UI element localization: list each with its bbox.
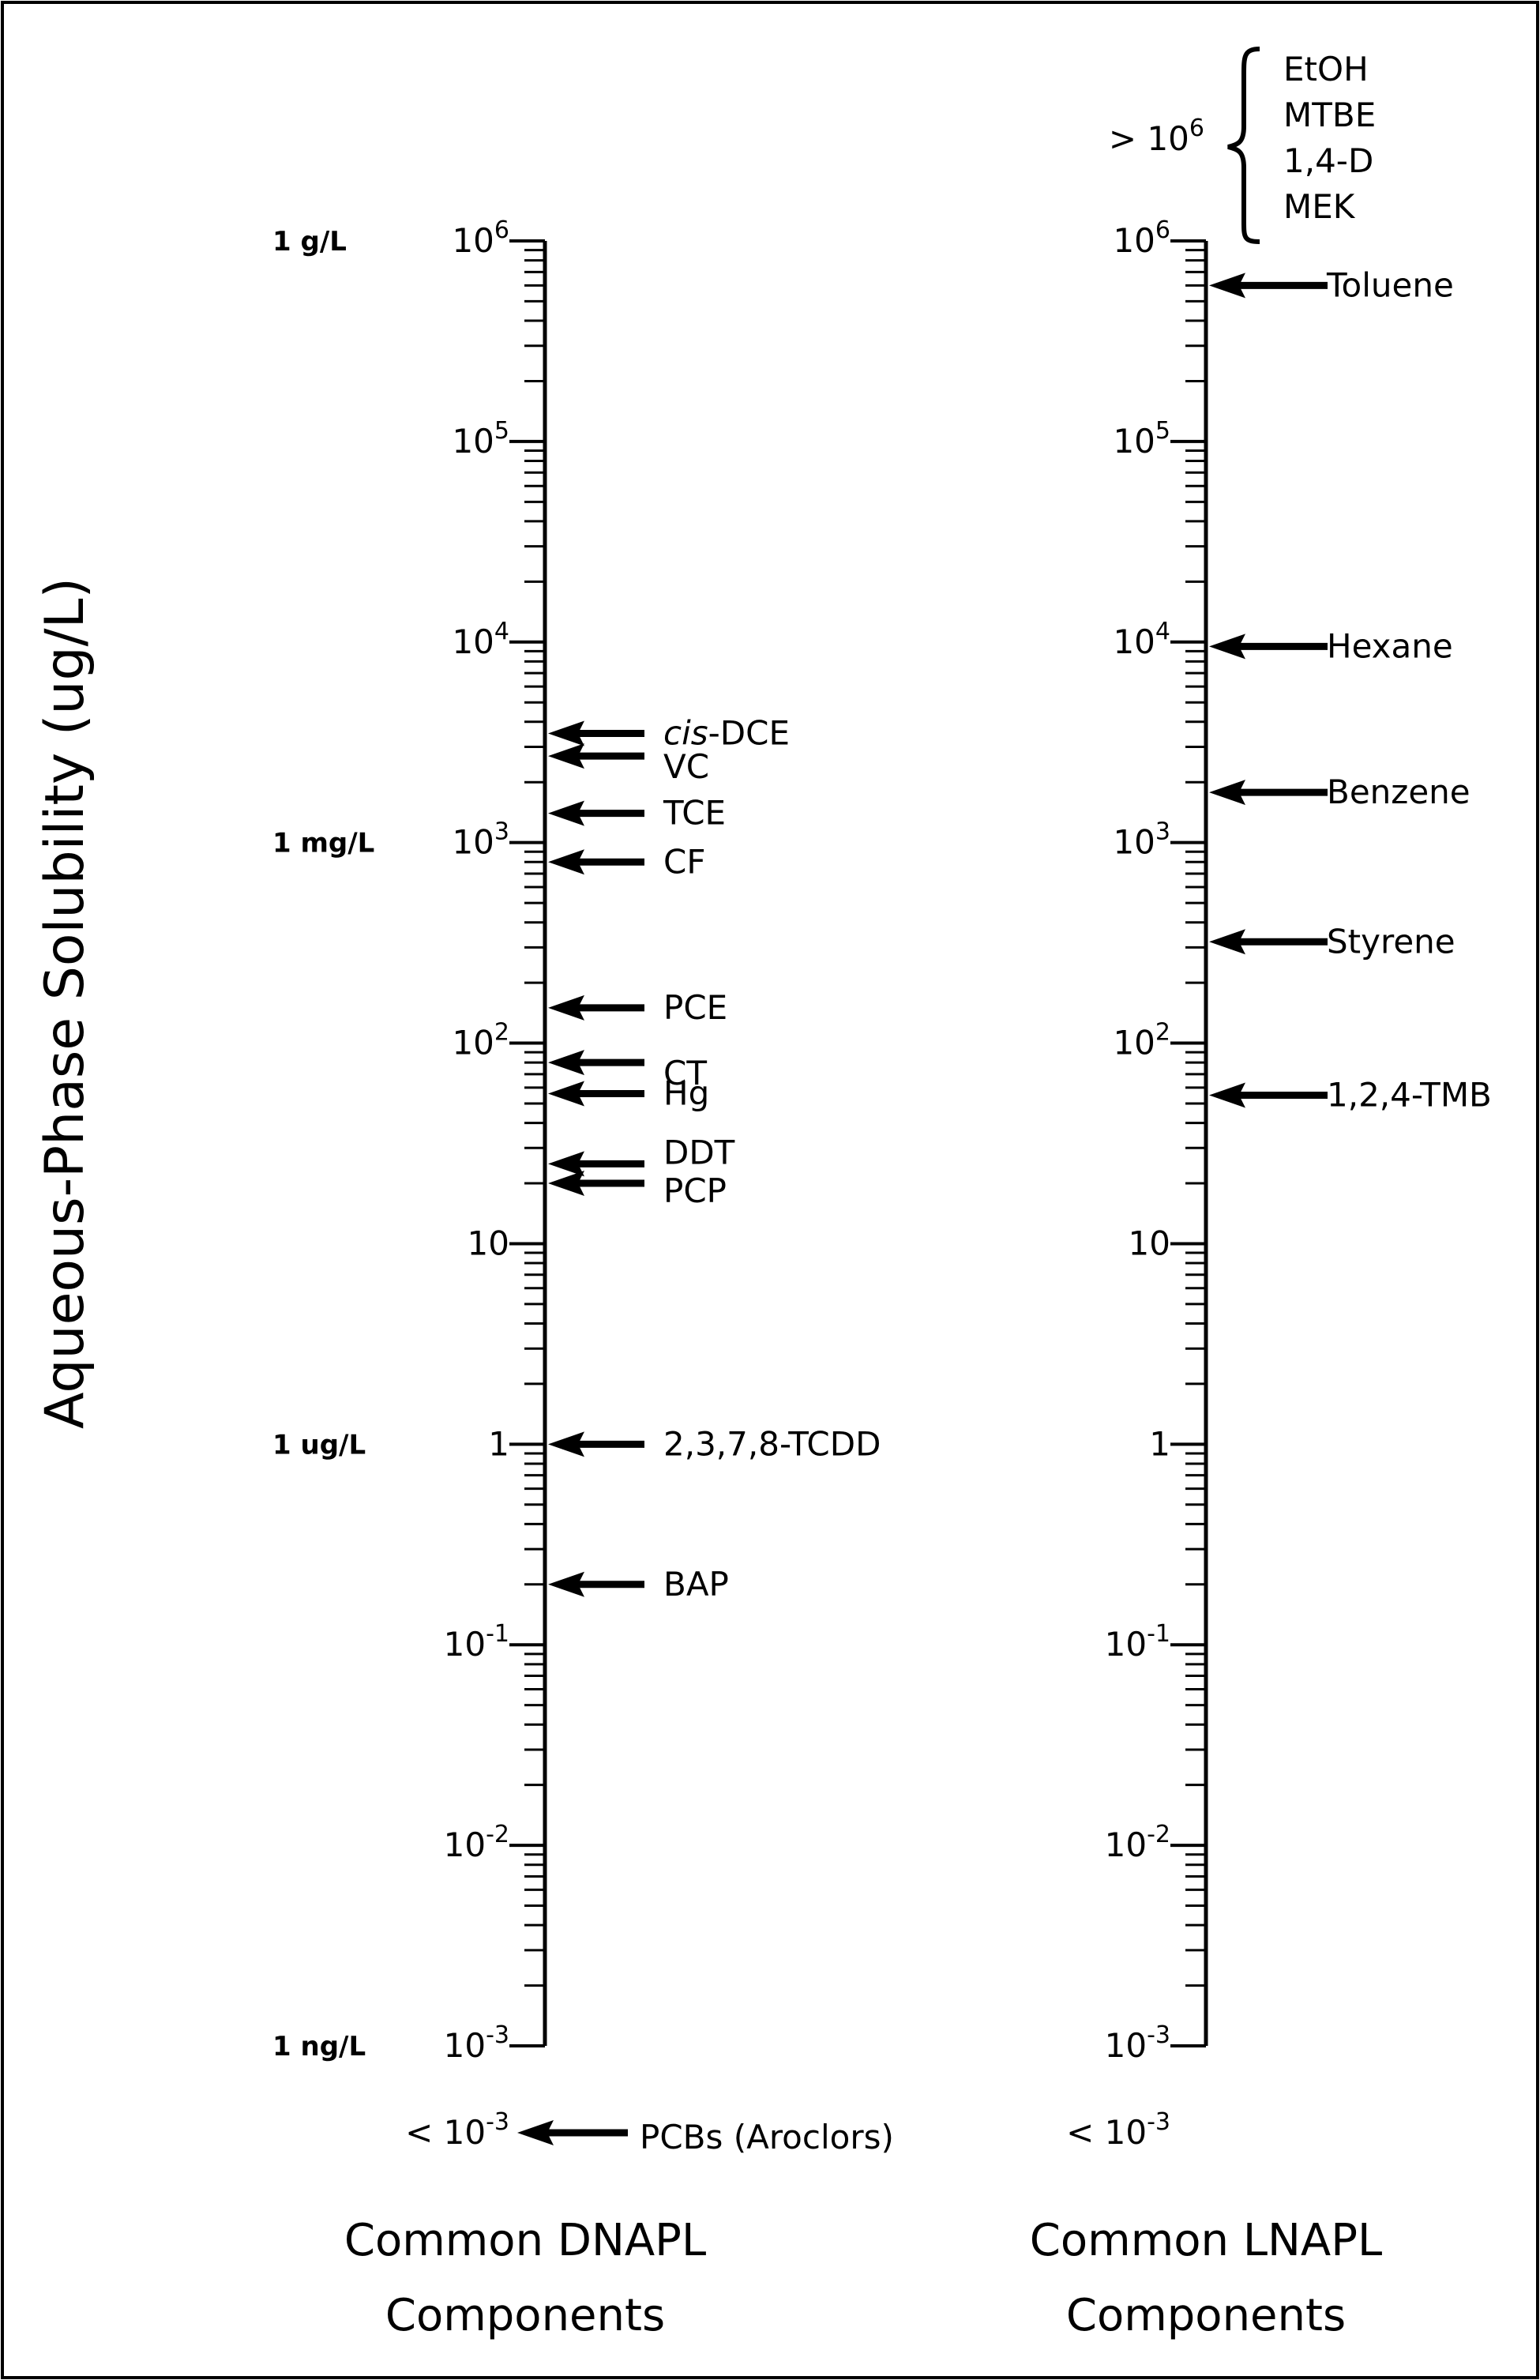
panel-lnapl: 10610510410310210110-110-210-3TolueneHex… <box>1030 47 1492 2341</box>
panel-dnapl: 10610510410310210110-110-210-3cis-DCEVCT… <box>344 216 894 2341</box>
tick-label: 10 <box>1129 1224 1170 1262</box>
tick-label: 1 <box>488 1424 509 1463</box>
brace <box>1227 47 1260 244</box>
tick-label: 10-2 <box>444 1821 509 1864</box>
data-arrow <box>548 1151 644 1177</box>
tick-label: 102 <box>1113 1019 1170 1062</box>
data-arrow <box>1209 273 1328 299</box>
unit-label: 1 ng/L <box>272 2031 366 2062</box>
tick-label: 105 <box>1113 417 1170 461</box>
above-range-label: > 106 <box>1109 115 1204 158</box>
tick-label: 106 <box>1113 216 1170 260</box>
data-label: Hg <box>663 1073 709 1112</box>
data-label: Hexane <box>1327 626 1453 665</box>
data-arrow <box>548 1081 644 1107</box>
tick-label: 10-3 <box>444 2021 509 2065</box>
data-label: BAP <box>663 1565 729 1604</box>
data-label: DDT <box>663 1133 735 1171</box>
data-label: Benzene <box>1327 773 1471 811</box>
data-arrow <box>548 1050 644 1076</box>
below-range-label: < 10-3 <box>405 2108 509 2152</box>
y-axis-label: Aqueous-Phase Solubility (ug/L) <box>34 577 96 1429</box>
data-label: TCE <box>663 794 726 833</box>
tick-label: 105 <box>452 417 509 461</box>
panel-label: Common LNAPL <box>1030 2215 1382 2266</box>
data-label: PCP <box>663 1171 727 1210</box>
unit-label: 1 mg/L <box>272 828 374 859</box>
below-range-item: PCBs (Aroclors) <box>640 2118 894 2156</box>
data-arrow <box>1209 929 1328 955</box>
data-label: cis-DCE <box>663 714 790 753</box>
data-arrow <box>548 849 644 875</box>
tick-label: 103 <box>1113 818 1170 862</box>
tick-label: 10-3 <box>1105 2021 1170 2065</box>
data-label: 1,2,4-TMB <box>1327 1075 1492 1114</box>
tick-label: 104 <box>1113 618 1170 661</box>
above-range-item: EtOH <box>1283 50 1369 88</box>
tick-label: 10 <box>468 1224 509 1262</box>
data-arrow <box>548 720 644 746</box>
below-range-arrow <box>517 2120 628 2145</box>
data-label: Styrene <box>1327 922 1455 961</box>
data-arrow <box>548 800 644 826</box>
panel-label: Components <box>385 2290 665 2341</box>
data-arrow <box>1209 634 1328 660</box>
data-label: 2,3,7,8-TCDD <box>663 1424 881 1463</box>
panels: 1 g/L 1 mg/L 1 ug/L 1 ng/L 106 105 104 103 102 10… <box>272 47 1492 2341</box>
unit-label: 1 ug/L <box>272 1429 366 1461</box>
data-label: VC <box>663 747 709 786</box>
data-arrow <box>548 1171 644 1197</box>
tick-label: 104 <box>452 618 509 661</box>
data-label: Toluene <box>1326 265 1454 304</box>
panel-label: Common DNAPL <box>344 2215 706 2266</box>
data-arrow <box>548 1571 644 1597</box>
panel-label: Components <box>1066 2290 1346 2341</box>
tick-label: 10-1 <box>1105 1620 1170 1664</box>
data-label: PCE <box>663 988 727 1027</box>
data-label: CF <box>663 842 705 881</box>
above-range-item: MEK <box>1283 187 1356 226</box>
data-arrow <box>548 743 644 769</box>
data-arrow <box>548 1431 644 1457</box>
tick-label: 102 <box>452 1019 509 1062</box>
tick-label: 106 <box>452 216 509 260</box>
tick-label: 1 <box>1149 1424 1170 1463</box>
data-arrow <box>1209 780 1328 806</box>
tick-label: 103 <box>452 818 509 862</box>
data-arrow <box>548 994 644 1021</box>
above-range-item: MTBE <box>1283 96 1376 134</box>
below-range-label: < 10-3 <box>1066 2108 1170 2152</box>
unit-label: 1 g/L <box>272 226 347 258</box>
above-range-item: 1,4-D <box>1283 141 1373 180</box>
tick-label: 10-1 <box>444 1620 509 1664</box>
data-arrow <box>1209 1082 1328 1108</box>
data-label: CT <box>663 1054 707 1092</box>
tick-label: 10-2 <box>1105 1821 1170 1864</box>
